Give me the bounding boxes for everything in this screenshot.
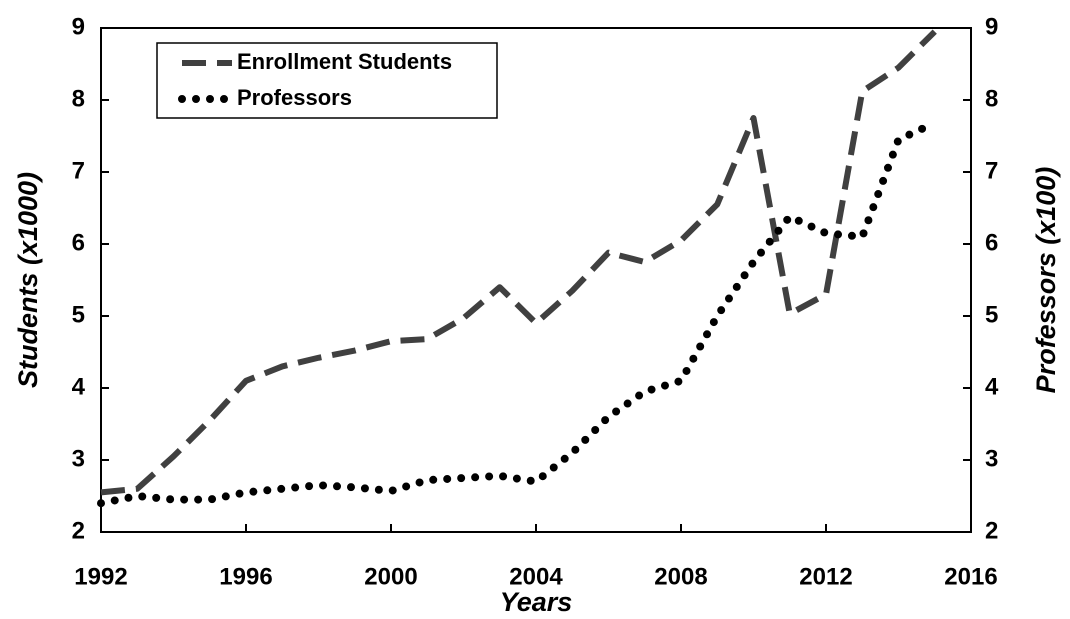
y2-tick-label: 3 [985,445,998,472]
y2-tick-label: 5 [985,301,998,328]
y2-tick-label: 6 [985,229,998,256]
legend-label: Professors [237,85,352,110]
y2-tick-label: 9 [985,13,998,40]
y-tick-label: 6 [72,229,85,256]
y2-axis-title: Professors (x100) [1031,167,1061,394]
y-tick-label: 9 [72,13,85,40]
series-line [97,119,939,508]
x-tick-label: 2016 [944,563,997,590]
y-tick-label: 2 [72,517,85,544]
y2-tick-label: 7 [985,157,998,184]
y-tick-label: 7 [72,157,85,184]
series-line [100,29,937,496]
x-tick-label: 2008 [654,563,707,590]
y-tick-label: 8 [72,85,85,112]
x-axis-title: Years [500,587,573,617]
y2-tick-label: 4 [985,373,999,400]
y2-tick-label: 8 [985,85,998,112]
y2-tick-label: 2 [985,517,998,544]
y-tick-label: 3 [72,445,85,472]
x-tick-label: 1992 [74,563,127,590]
legend-box [156,42,498,119]
x-tick-label: 2000 [364,563,417,590]
x-tick-label: 1996 [219,563,272,590]
legend-label: Enrollment Students [237,49,452,74]
x-tick-label: 2004 [509,563,563,590]
y-axis-title: Students (x1000) [13,172,43,388]
y-tick-label: 5 [72,301,85,328]
y-tick-label: 4 [72,373,86,400]
x-tick-label: 2012 [799,563,852,590]
